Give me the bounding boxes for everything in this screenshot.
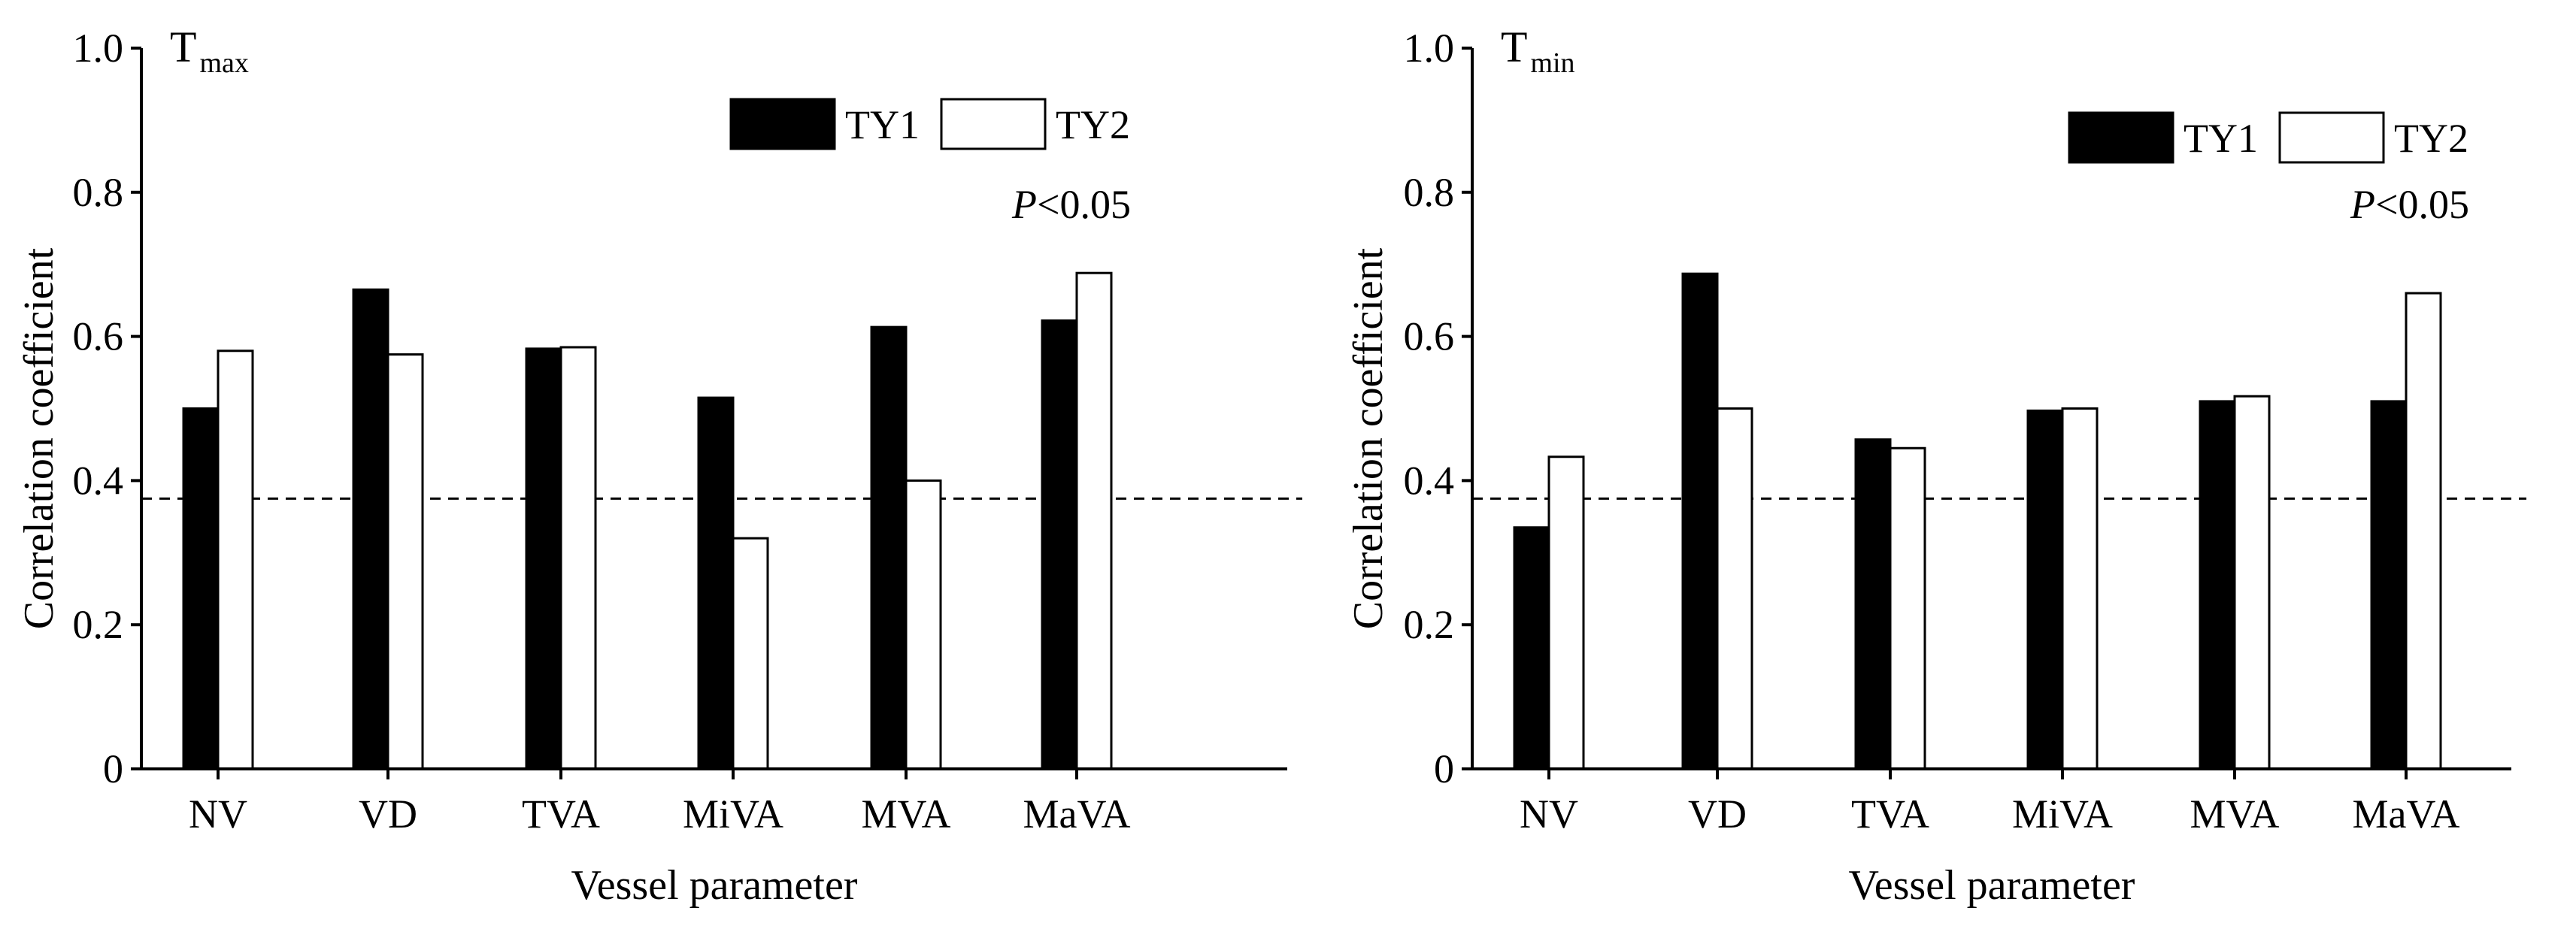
x-tick-label: MiVA [2012, 791, 2113, 837]
x-tick-label: MaVA [2352, 791, 2459, 837]
y-tick-label: 0.2 [73, 602, 124, 647]
y-tick-label: 0.4 [1404, 458, 1455, 503]
x-tick-label: VD [1688, 791, 1747, 837]
bar-ty1-miva [697, 396, 735, 770]
bar-ty1-tva [1854, 438, 1892, 770]
bar-ty2-vd [386, 353, 424, 770]
panel-title-subscript: min [1530, 47, 1574, 79]
bar-ty2-miva [2061, 407, 2099, 770]
x-tick-label: MVA [861, 791, 950, 837]
bar-ty2-tva [1889, 446, 1926, 770]
x-tick-label: TVA [1851, 791, 1929, 837]
bar-ty2-mva [905, 479, 942, 770]
legend-label-ty2: TY2 [2394, 116, 2468, 161]
panel-title-subscript: max [199, 47, 248, 79]
bar-ty1-mva [870, 325, 908, 770]
panel-title-main: T [170, 23, 196, 71]
bar-ty1-vd [1681, 272, 1719, 770]
significance-note-value: <0.05 [2375, 182, 2469, 227]
y-tick-label: 0.2 [1404, 602, 1455, 647]
bar-ty2-vd [1716, 407, 1753, 770]
significance-note-p: P [2350, 182, 2375, 227]
x-tick-label: MaVA [1023, 791, 1130, 837]
x-axis-title: Vessel parameter [571, 862, 858, 909]
y-tick-label: 0.8 [73, 170, 124, 215]
legend-swatch-ty1 [729, 98, 836, 150]
legend-swatch-ty2 [940, 98, 1047, 150]
y-tick-label: 0 [103, 746, 123, 791]
x-tick-label: MiVA [683, 791, 783, 837]
bar-ty2-nv [1547, 455, 1585, 770]
bar-ty2-miva [732, 537, 769, 770]
y-tick-label: 1.0 [1404, 26, 1455, 71]
bar-ty2-mva [2233, 395, 2271, 770]
y-tick-label: 0.6 [73, 314, 124, 359]
y-tick-label: 0.4 [73, 458, 124, 503]
bar-ty1-miva [2026, 409, 2064, 770]
legend-label-ty1: TY1 [2184, 116, 2258, 161]
bar-ty1-mava [2370, 400, 2408, 770]
bar-ty2-nv [217, 350, 254, 770]
legend-label-ty2: TY2 [1056, 102, 1130, 147]
bar-ty2-mava [2405, 292, 2442, 770]
x-tick-label: MVA [2190, 791, 2279, 837]
panel-title-main: T [1501, 23, 1527, 71]
bar-ty1-vd [352, 288, 389, 770]
y-axis-title: Correlation coefficient [1345, 247, 1392, 629]
legend-label-ty1: TY1 [845, 102, 920, 147]
x-tick-label: TVA [522, 791, 600, 837]
bar-ty2-tva [559, 346, 597, 770]
chart-panel-2: 0 0.2 0.4 0.6 0.8 1.0 NV VD TVA MiVA MVA MaVA Vessel… [1345, 23, 2526, 909]
significance-note-p: P [1011, 182, 1037, 227]
y-axis-title: Correlation coefficient [16, 247, 62, 629]
bar-ty1-tva [525, 347, 562, 770]
significance-note: P<0.05 [1011, 182, 1131, 227]
x-tick-label: NV [1520, 791, 1578, 837]
bar-ty1-mava [1041, 319, 1078, 770]
significance-note-value: <0.05 [1037, 182, 1131, 227]
x-axis-title: Vessel parameter [1849, 862, 2135, 909]
y-tick-label: 0.6 [1404, 314, 1455, 359]
legend-swatch-ty1 [2068, 111, 2174, 164]
x-tick-label: VD [359, 791, 417, 837]
bar-ty1-mva [2199, 400, 2236, 770]
y-tick-label: 0.8 [1404, 170, 1455, 215]
legend-swatch-ty2 [2278, 111, 2385, 164]
significance-note: P<0.05 [2350, 182, 2469, 227]
y-tick-label: 1.0 [73, 26, 124, 71]
x-tick-label: NV [189, 791, 247, 837]
bar-ty2-mava [1075, 271, 1113, 770]
bar-ty1-nv [182, 407, 220, 770]
bar-ty1-nv [1513, 526, 1550, 770]
y-tick-label: 0 [1434, 746, 1454, 791]
chart-panel-1: 0 0.2 0.4 0.6 0.8 1.0 NV VD TVA MiVA MVA MaVA Vessel… [16, 23, 1302, 909]
